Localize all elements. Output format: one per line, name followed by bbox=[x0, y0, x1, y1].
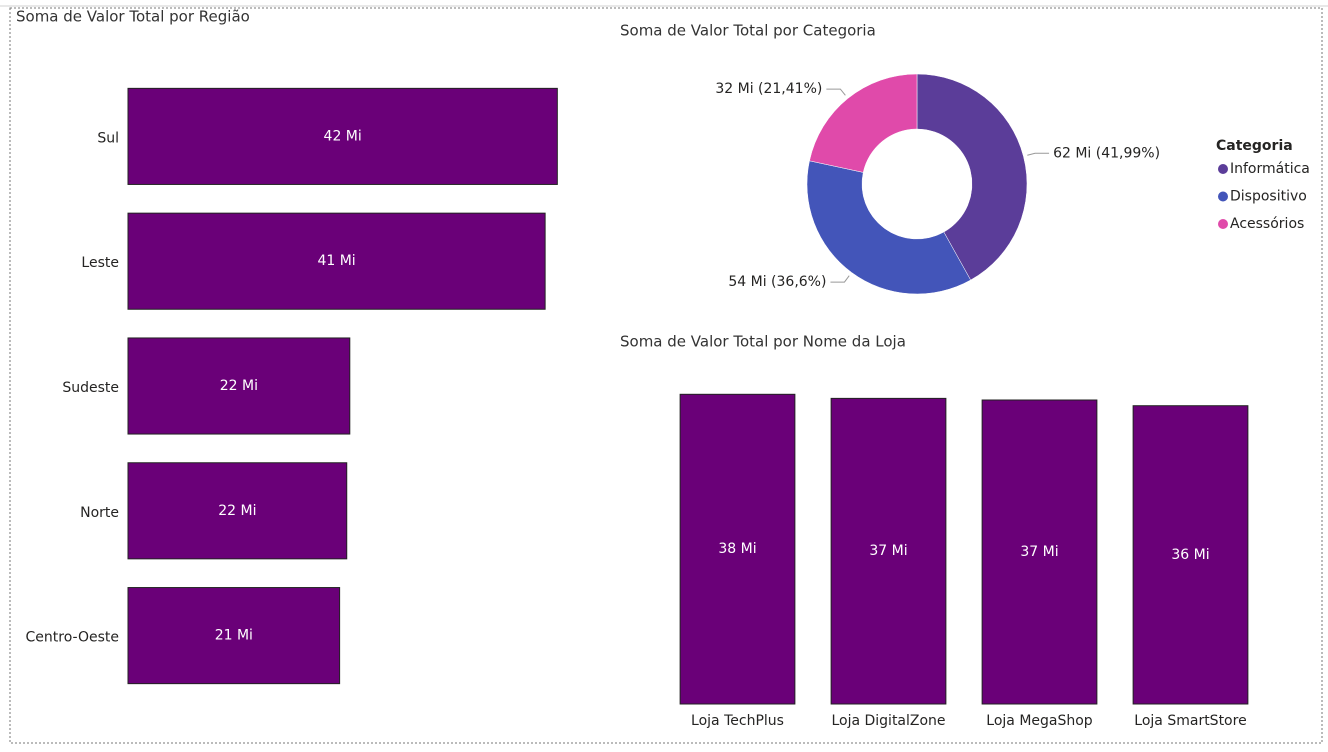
bar bbox=[127, 212, 546, 310]
x-tick-label: Loja TechPlus bbox=[691, 713, 784, 729]
data-label: 37 Mi bbox=[869, 543, 907, 559]
bar bbox=[127, 587, 341, 685]
y-tick-label: Sudeste bbox=[62, 380, 119, 396]
donut-slice bbox=[916, 73, 1028, 281]
legend-swatch bbox=[1218, 191, 1228, 202]
donut-slice bbox=[809, 73, 918, 173]
legend-label: Dispositivo bbox=[1230, 189, 1307, 205]
data-label: 42 Mi bbox=[324, 128, 362, 144]
data-label: 36 Mi bbox=[1171, 547, 1209, 563]
bar bbox=[981, 399, 1098, 705]
chart-title: Soma de Valor Total por Região bbox=[16, 8, 250, 26]
y-tick-label: Norte bbox=[80, 505, 119, 521]
data-label: 41 Mi bbox=[317, 253, 355, 269]
y-tick-label: Centro-Oeste bbox=[26, 630, 120, 646]
data-label: 62 Mi (41,99%) bbox=[1053, 145, 1160, 161]
bar bbox=[679, 393, 796, 705]
data-label: 22 Mi bbox=[218, 503, 256, 519]
bar bbox=[127, 337, 351, 435]
legend-swatch bbox=[1218, 164, 1228, 174]
donut-slice bbox=[806, 160, 971, 295]
chart-title: Soma de Valor Total por Nome da Loja bbox=[620, 333, 906, 351]
bar bbox=[127, 462, 348, 560]
data-label: 32 Mi (21,41%) bbox=[715, 81, 822, 97]
x-tick-label: Loja MegaShop bbox=[986, 713, 1093, 729]
leader-line bbox=[830, 275, 850, 283]
bar bbox=[830, 397, 947, 705]
leader-line bbox=[826, 88, 846, 96]
y-tick-label: Leste bbox=[81, 255, 119, 271]
legend-title: Categoria bbox=[1216, 138, 1293, 154]
x-tick-label: Loja SmartStore bbox=[1134, 713, 1246, 729]
x-tick-label: Loja DigitalZone bbox=[831, 713, 945, 729]
data-label: 38 Mi bbox=[718, 541, 756, 557]
bar bbox=[127, 87, 558, 185]
leader-line bbox=[1027, 152, 1050, 156]
bar bbox=[1132, 405, 1249, 705]
legend-swatch bbox=[1218, 219, 1228, 229]
legend-label: Informática bbox=[1230, 161, 1310, 177]
y-tick-label: Sul bbox=[97, 130, 119, 146]
data-label: 54 Mi (36,6%) bbox=[728, 274, 826, 290]
data-label: 22 Mi bbox=[220, 378, 258, 394]
chart-title: Soma de Valor Total por Categoria bbox=[620, 22, 876, 40]
canvas-border bbox=[9, 7, 1323, 744]
data-label: 37 Mi bbox=[1020, 544, 1058, 560]
legend-label: Acessórios bbox=[1230, 216, 1304, 232]
data-label: 21 Mi bbox=[215, 628, 253, 644]
